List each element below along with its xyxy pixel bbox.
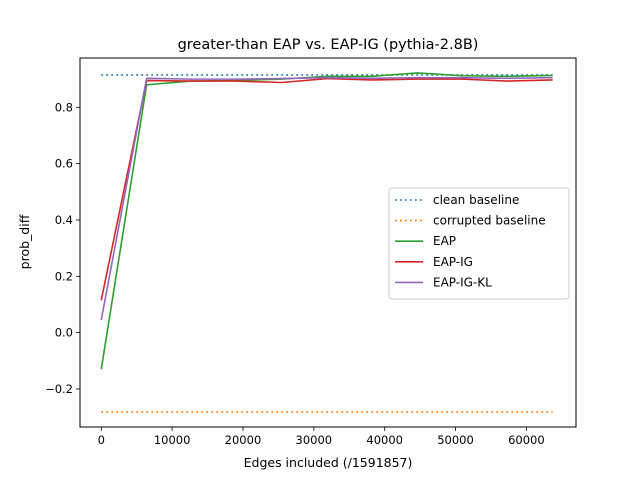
y-tick-label: 0.2 [55, 269, 73, 283]
y-tick-label: 0.8 [55, 100, 73, 114]
y-tick-label: 0.0 [55, 326, 73, 340]
legend-label: EAP [433, 234, 456, 248]
series-line-eap [100, 72, 553, 370]
legend-label: EAP-IG [433, 255, 473, 269]
legend: clean baseline corrupted baseline EAP EAP-I… [388, 187, 570, 300]
y-tick-label: −0.2 [45, 382, 73, 396]
x-tick-label: 0 [98, 433, 105, 447]
chart-title: greater-than EAP vs. EAP-IG (pythia-2.8B… [178, 37, 479, 53]
series-line-eap-ig-kl [100, 76, 553, 321]
plot-frame [79, 57, 577, 428]
x-tick-label: 10000 [154, 433, 191, 447]
y-tick-label: 0.6 [55, 157, 73, 171]
legend-box [388, 187, 570, 300]
legend-label: corrupted baseline [433, 214, 546, 228]
legend-label: clean baseline [433, 193, 519, 207]
plot-area [100, 72, 553, 413]
x-tick-label: 30000 [296, 433, 333, 447]
x-tick-label: 40000 [366, 433, 403, 447]
y-tick-label: 0.4 [55, 213, 73, 227]
x-tick-label: 20000 [225, 433, 262, 447]
series-line-eap-ig [100, 77, 553, 301]
legend-label: EAP-IG-KL [433, 275, 492, 289]
x-axis-label: Edges included (/1591857) [244, 455, 413, 470]
y-axis: −0.2 0.0 0.2 0.4 0.6 0.8 [45, 100, 80, 396]
y-axis-label: prob_diff [17, 214, 32, 269]
x-axis: 0 10000 20000 30000 40000 50000 60000 [98, 427, 545, 447]
x-tick-label: 60000 [508, 433, 545, 447]
x-tick-label: 50000 [437, 433, 474, 447]
